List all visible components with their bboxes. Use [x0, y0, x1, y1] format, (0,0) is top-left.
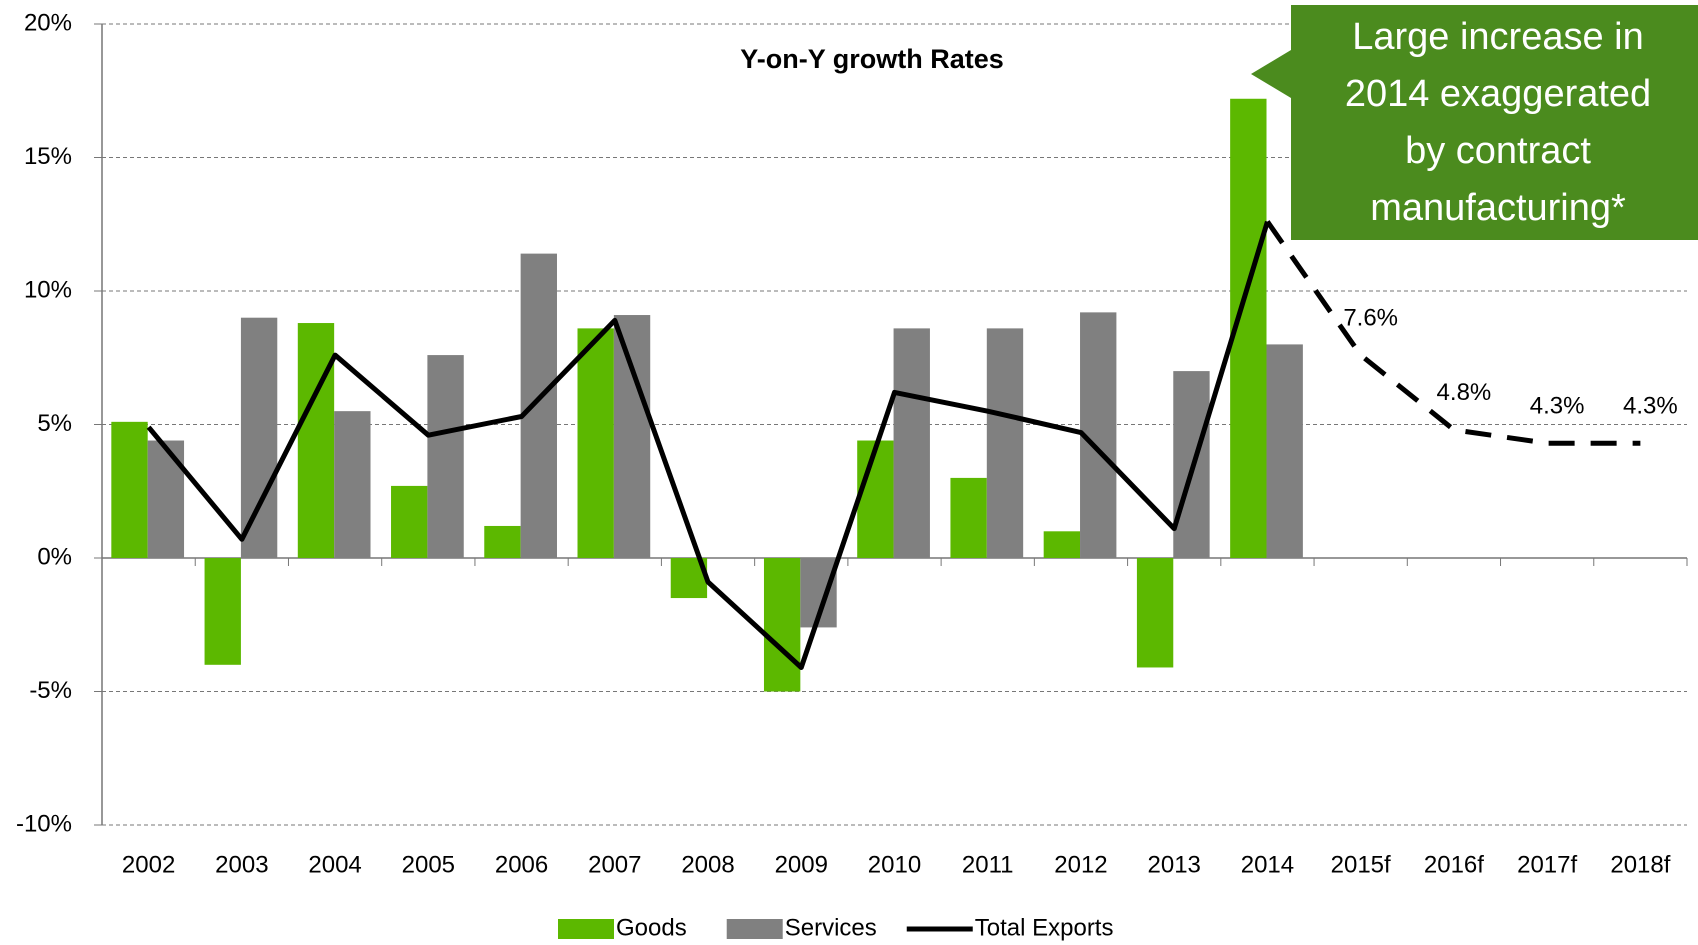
- x-tick-label: 2006: [495, 851, 548, 878]
- bar: [111, 421, 148, 558]
- bar: [1043, 531, 1081, 558]
- y-tick-label: 5%: [37, 410, 72, 437]
- chart-title: Y-on-Y growth Rates: [740, 44, 1004, 74]
- bar: [240, 317, 278, 558]
- x-tick-label: 2011: [962, 851, 1014, 878]
- line: [146, 220, 1270, 670]
- x-tick-label: 2017f: [1517, 851, 1577, 878]
- x-tick-label: 2015f: [1331, 851, 1391, 878]
- x-tick-label: 2008: [681, 851, 734, 878]
- bar: [857, 440, 894, 558]
- bar: [297, 323, 335, 558]
- bar: [1266, 344, 1303, 558]
- bar: [427, 355, 464, 558]
- bar: [334, 411, 371, 558]
- x-tick-label: 2016f: [1424, 851, 1484, 878]
- bar: [520, 253, 557, 558]
- data-label: 4.8%: [1437, 379, 1492, 406]
- x-tick-label: 2003: [215, 851, 268, 878]
- legend-label: Services: [785, 914, 877, 941]
- bar: [986, 328, 1024, 558]
- annotation-text: by contract: [1405, 130, 1591, 172]
- y-tick-label: -5%: [29, 677, 72, 704]
- bar: [484, 525, 521, 558]
- forecast-line: [1265, 220, 1641, 446]
- data-label: 4.3%: [1530, 393, 1585, 420]
- x-tick-label: 2007: [588, 851, 641, 878]
- x-tick-label: 2018f: [1610, 851, 1670, 878]
- annotation-text: 2014 exaggerated: [1345, 73, 1651, 115]
- legend-label: Goods: [616, 914, 687, 941]
- legend-label: Total Exports: [975, 914, 1114, 941]
- x-tick-label: 2002: [122, 851, 175, 878]
- y-tick-label: -10%: [16, 810, 72, 837]
- x-tick-label: 2014: [1241, 851, 1294, 878]
- x-tick-label: 2012: [1054, 851, 1107, 878]
- data-label: 4.3%: [1623, 393, 1678, 420]
- x-tick-label: 2005: [402, 851, 455, 878]
- bar: [613, 315, 651, 558]
- annotation-text: manufacturing*: [1370, 187, 1626, 229]
- y-tick-label: 0%: [37, 543, 72, 570]
- bar: [204, 558, 241, 665]
- annotation-box: [1251, 5, 1698, 240]
- x-tick-label: 2010: [868, 851, 921, 878]
- legend-swatch: [726, 919, 783, 939]
- bar: [147, 440, 185, 558]
- legend-swatch: [558, 919, 614, 939]
- annotation-text: Large increase in: [1352, 16, 1644, 58]
- data-label: 7.6%: [1343, 304, 1398, 331]
- bar: [950, 477, 987, 558]
- bar: [893, 328, 930, 558]
- bar: [1136, 558, 1174, 668]
- y-tick-label: 10%: [24, 276, 72, 303]
- y-tick-label: 20%: [24, 9, 72, 36]
- x-tick-label: 2013: [1148, 851, 1201, 878]
- x-tick-label: 2009: [775, 851, 828, 878]
- x-tick-label: 2004: [308, 851, 361, 878]
- bar: [391, 485, 428, 558]
- y-tick-label: 15%: [24, 143, 72, 170]
- bar: [577, 328, 614, 558]
- bar: [763, 558, 801, 692]
